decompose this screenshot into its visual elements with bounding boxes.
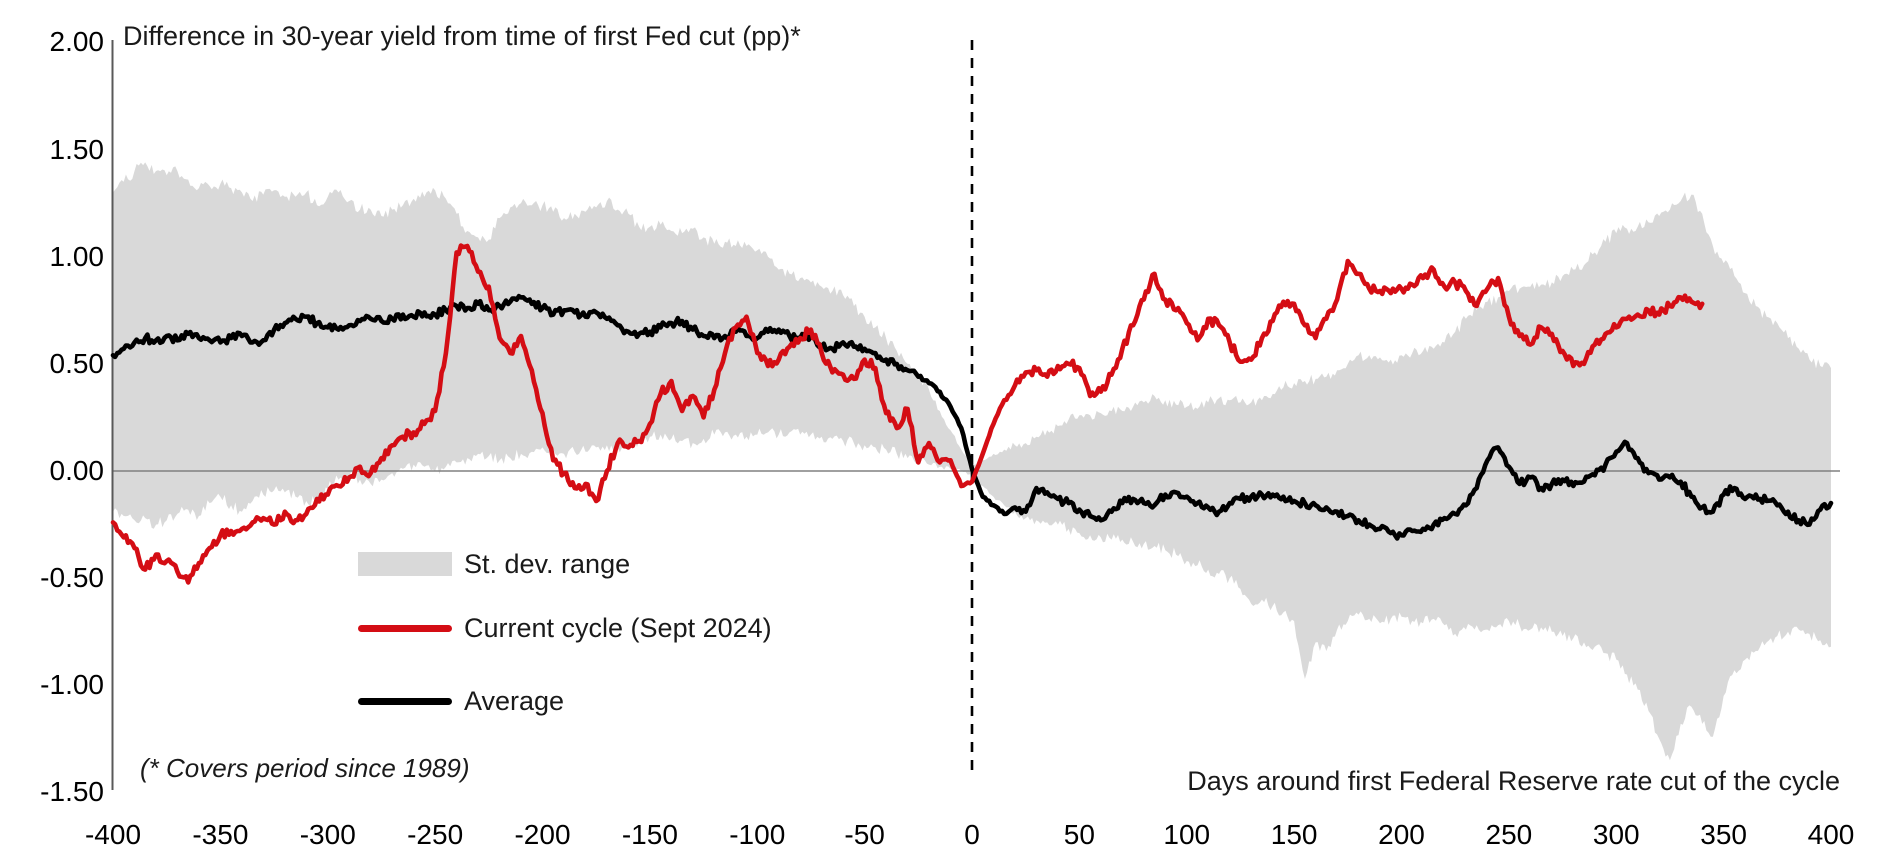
x-tick-label: -150	[621, 819, 678, 850]
x-tick-label: -300	[299, 819, 356, 850]
y-tick-label: 0.00	[49, 455, 105, 486]
x-tick-label: -100	[729, 819, 786, 850]
y-tick-label: -0.50	[40, 562, 104, 594]
x-tick-label: 300	[1592, 819, 1640, 850]
current-cycle-line	[110, 243, 1705, 585]
x-tick-label: 0	[964, 819, 980, 850]
x-tick-label: 100	[1163, 819, 1211, 850]
y-tick-label: 1.00	[49, 240, 105, 272]
stdev-band	[113, 162, 1831, 761]
average-line	[110, 293, 1834, 541]
x-tick-label: 50	[1063, 819, 1095, 850]
legend-label: Current cycle (Sept 2024)	[464, 613, 772, 643]
x-axis-title: Days around first Federal Reserve rate c…	[1187, 766, 1840, 796]
x-tick-label: -200	[514, 819, 571, 850]
x-tick-label: -400	[84, 819, 142, 850]
current-cycle-swatch	[358, 624, 452, 632]
y-tick-label: 1.50	[49, 133, 105, 165]
y-tick-label: 2.00	[49, 26, 105, 58]
legend-item-current-cycle: Current cycle (Sept 2024)	[358, 613, 772, 643]
x-tick-label: 150	[1270, 819, 1318, 850]
average-swatch	[358, 697, 452, 705]
footnote: (* Covers period since 1989)	[140, 753, 470, 783]
chart-title: Difference in 30-year yield from time of…	[123, 21, 801, 51]
stdev-band-swatch	[358, 552, 452, 576]
x-tick-label: 250	[1485, 819, 1533, 850]
x-tick-label: -250	[407, 819, 464, 850]
legend-item-average: Average	[358, 686, 564, 716]
y-tick-label: -1.00	[40, 669, 104, 701]
x-tick-label: 200	[1378, 819, 1425, 850]
x-tick-label: -50	[844, 819, 885, 850]
x-tick-label: 400	[1807, 819, 1855, 850]
legend-item-stdev-range: St. dev. range	[358, 549, 630, 579]
x-tick-label: -350	[192, 819, 249, 850]
y-tick-label: -1.50	[40, 776, 104, 808]
legend-label: St. dev. range	[464, 549, 631, 579]
legend-label: Average	[464, 686, 565, 716]
x-tick-label: 350	[1700, 819, 1747, 850]
y-tick-label: 0.50	[49, 347, 105, 379]
